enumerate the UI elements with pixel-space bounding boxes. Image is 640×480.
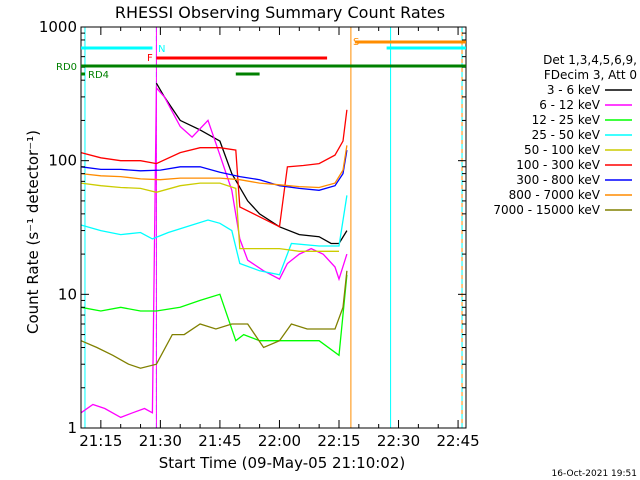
footer-date: 16-Oct-2021 19:51 [552,469,637,479]
x-tick-label: 22:15 [317,432,360,450]
legend-entry-12-25-kev: 12 - 25 keV [532,113,601,127]
plot-frame [80,26,467,429]
series-line-3-6-kev [155,82,348,245]
series-line-6-12-kev [80,86,348,419]
series-line-25-50-kev [80,195,348,276]
legend-entry-50-100-kev: 50 - 100 keV [524,143,601,157]
y-tick-label: 100 [48,152,77,170]
legend-entry-25-50-kev: 25 - 50 keV [532,128,601,142]
legend-entry-100-300-kev: 100 - 300 keV [516,158,600,172]
flag-label-f: F [147,53,153,64]
x-tick-label: 22:45 [436,432,479,450]
x-tick-label: 22:30 [377,432,420,450]
legend-entry-800-7000-kev: 800 - 7000 keV [509,188,601,202]
x-tick-label: 22:00 [258,432,301,450]
legend-header-line-2: FDecim 3, Att 0 [544,68,637,82]
flag-label-rd4: RD4 [88,70,109,81]
legend-entry-7000-15000-kev: 7000 - 15000 keV [493,203,600,217]
flag-label-s: S [353,37,359,48]
legend-entry-300-800-kev: 300 - 800 keV [516,173,600,187]
legend-entry-3-6-kev: 3 - 6 keV [547,83,601,97]
flag-label-n: N [158,44,165,55]
series-line-300-800-kev [80,149,348,191]
chart-title: RHESSI Observing Summary Count Rates [115,3,445,22]
flag-label-rd0: RD0 [56,62,77,73]
legend: Det 1,3,4,5,6,9, FDecim 3, Att 0 3 - 6 k… [493,53,637,217]
legend-header-line-1: Det 1,3,4,5,6,9, [543,53,637,67]
series-line-100-300-kev [80,109,348,228]
series-line-800-7000-kev [80,145,348,189]
x-tick-label: 21:15 [79,432,122,450]
y-tick-label: 1 [67,419,77,437]
x-tick-label: 21:45 [198,432,241,450]
series-line-7000-15000-kev [80,270,348,369]
series-line-50-100-kev [80,182,339,252]
legend-entry-6-12-kev: 6 - 12 keV [539,98,601,112]
series-line-12-25-kev [80,274,348,357]
y-axis-label: Count Rate (s⁻¹ detector⁻¹) [24,130,42,334]
x-axis-label: Start Time (09-May-05 21:10:02) [159,454,405,472]
y-tick-label: 10 [58,285,77,303]
x-tick-label: 21:30 [139,432,182,450]
y-tick-label: 1000 [39,18,77,36]
